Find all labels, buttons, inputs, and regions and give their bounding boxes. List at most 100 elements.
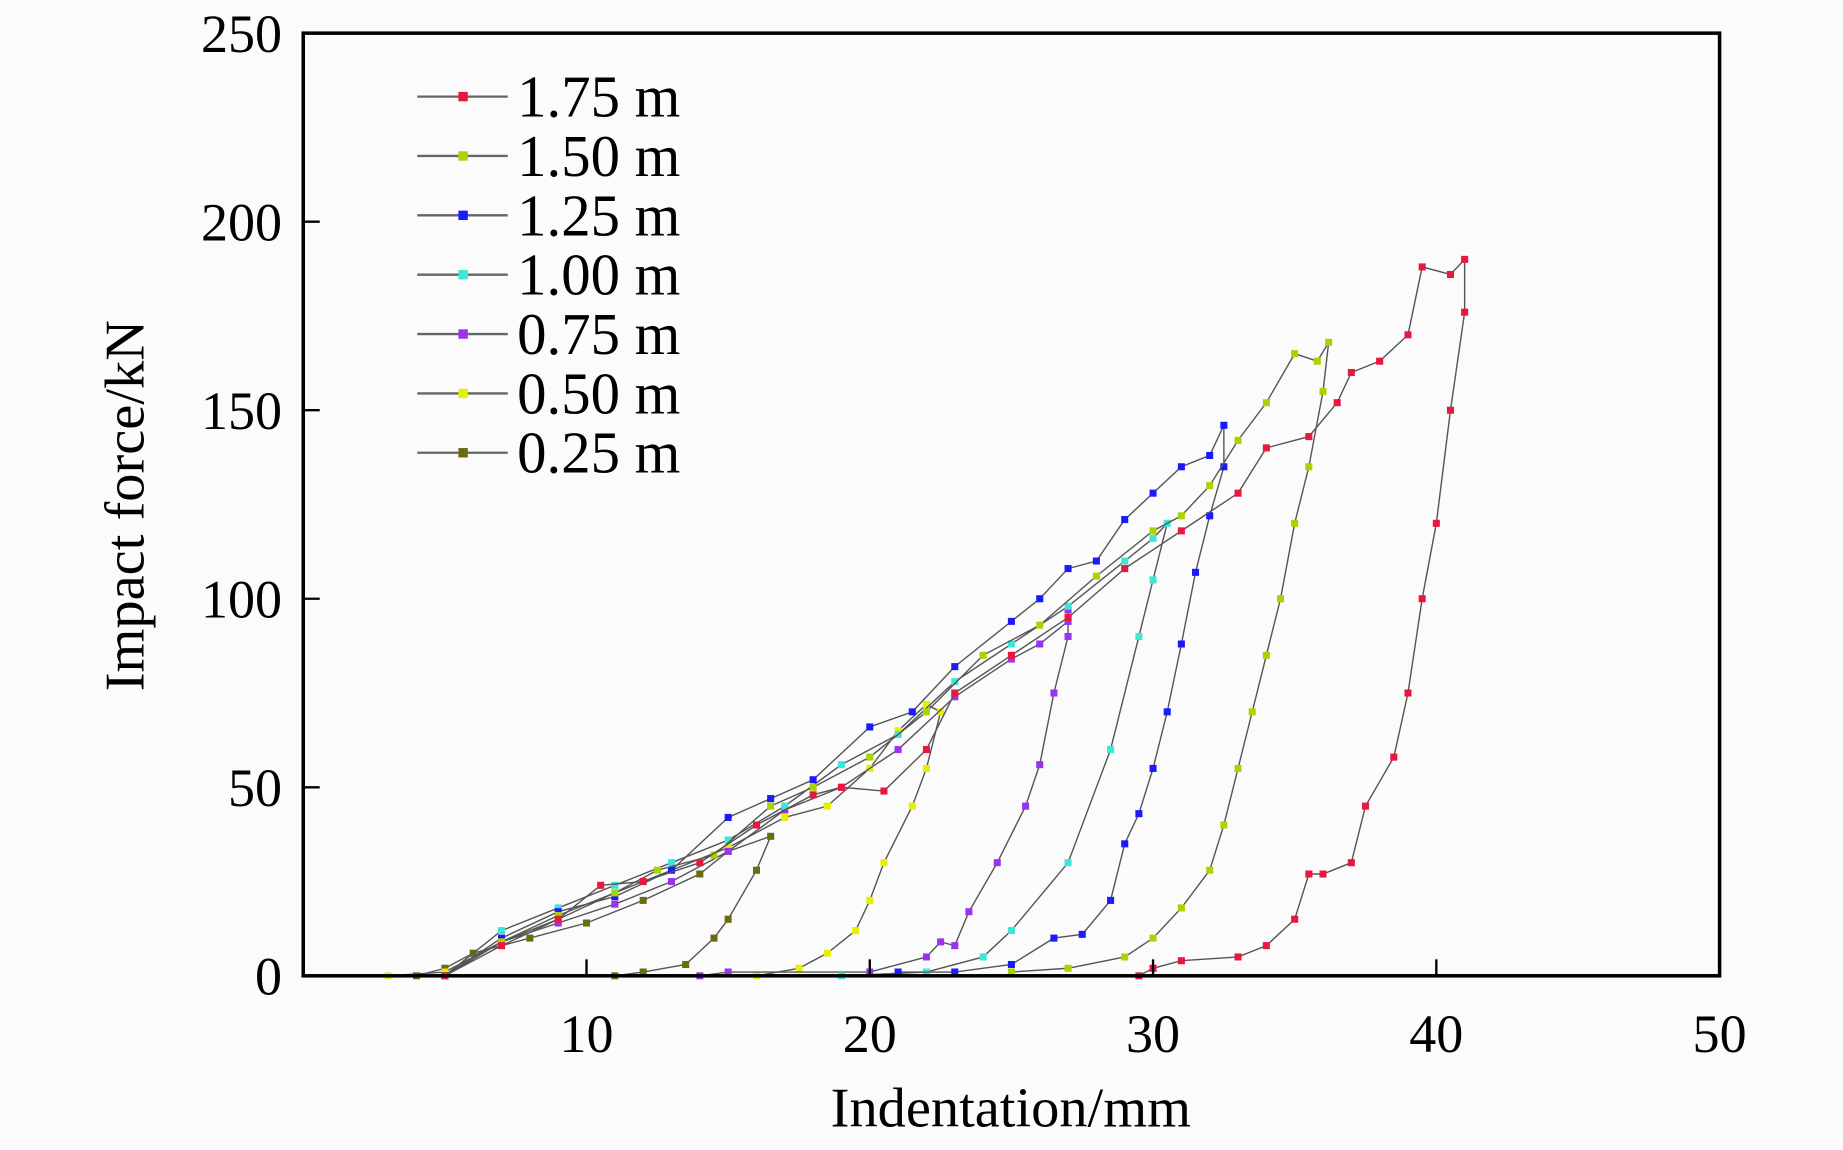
y-tick-label: 250 <box>201 4 282 64</box>
legend-item: 1.50 m <box>417 124 680 189</box>
data-point <box>852 927 860 935</box>
data-point <box>1177 527 1185 535</box>
data-point <box>922 746 930 754</box>
data-point <box>1390 753 1398 761</box>
data-point <box>937 938 945 946</box>
data-point <box>1177 463 1185 471</box>
data-point <box>724 847 732 855</box>
legend-marker <box>458 329 468 339</box>
data-point <box>1064 602 1072 610</box>
data-point <box>894 968 902 976</box>
data-point <box>1404 689 1412 697</box>
data-point <box>710 851 718 859</box>
y-axis-label: Impact force/kN <box>94 320 156 691</box>
data-point <box>965 908 973 916</box>
data-point <box>922 708 930 716</box>
data-point <box>837 761 845 769</box>
data-point <box>597 881 605 889</box>
legend-label: 1.25 m <box>517 183 680 248</box>
data-point <box>1220 821 1228 829</box>
data-point <box>724 968 732 976</box>
data-point <box>1220 421 1228 429</box>
data-point <box>1022 802 1030 810</box>
data-point <box>1092 572 1100 580</box>
legend-marker <box>458 269 468 280</box>
data-point <box>979 953 987 961</box>
data-point <box>611 889 619 897</box>
data-point <box>1234 953 1242 961</box>
data-point <box>767 832 775 840</box>
data-point <box>1064 964 1072 972</box>
legend-item: 0.25 m <box>417 421 680 486</box>
data-point <box>554 915 562 923</box>
legend-item: 0.75 m <box>417 302 680 367</box>
data-point <box>724 836 732 844</box>
data-point <box>1064 617 1072 625</box>
x-tick-label: 50 <box>1693 1004 1747 1064</box>
data-point <box>554 919 562 927</box>
data-point <box>1007 968 1015 976</box>
data-point <box>554 911 562 920</box>
series-1-25-m <box>441 421 1228 980</box>
data-point <box>1262 399 1270 407</box>
legend-item: 1.75 m <box>417 65 680 130</box>
data-point <box>1319 387 1327 395</box>
data-point <box>1107 746 1115 754</box>
data-point <box>1234 436 1242 444</box>
data-point <box>1149 934 1157 942</box>
y-tick-label: 0 <box>255 947 282 1007</box>
data-point <box>767 795 775 803</box>
data-point <box>1064 565 1072 573</box>
x-tick-label: 40 <box>1409 1004 1463 1064</box>
data-point <box>611 881 619 889</box>
data-point <box>1036 595 1044 603</box>
x-tick-label: 30 <box>1126 1004 1180 1064</box>
data-point <box>1262 444 1270 452</box>
data-point <box>1262 651 1270 659</box>
data-point <box>696 870 704 878</box>
data-point <box>1177 957 1185 965</box>
data-point <box>908 708 916 716</box>
data-point <box>809 783 817 791</box>
data-point <box>554 904 562 912</box>
data-point <box>1206 482 1214 490</box>
data-point <box>1461 308 1469 316</box>
series-1-75-m <box>441 255 1469 980</box>
data-point <box>1376 357 1384 365</box>
series-line <box>444 520 1169 977</box>
data-point <box>951 663 959 671</box>
legend-label: 0.25 m <box>517 421 680 486</box>
data-point <box>1121 840 1129 848</box>
y-tick-label: 50 <box>228 758 282 818</box>
x-tick-label: 10 <box>559 1004 613 1064</box>
data-point <box>1220 463 1228 471</box>
data-point <box>639 968 647 976</box>
data-point <box>1404 331 1412 339</box>
legend-label: 0.75 m <box>517 302 680 367</box>
series-0-50-m <box>384 700 945 980</box>
legend: 1.75 m1.50 m1.25 m1.00 m0.75 m0.50 m0.25… <box>417 65 680 486</box>
data-point <box>866 896 874 904</box>
data-point <box>1135 632 1143 640</box>
data-point <box>1050 934 1058 942</box>
data-point <box>894 746 902 754</box>
series-line <box>388 703 942 977</box>
data-point <box>1092 557 1100 565</box>
data-point <box>667 859 676 867</box>
data-point <box>922 764 930 772</box>
y-tick-label: 150 <box>201 381 282 441</box>
legend-marker <box>458 448 468 458</box>
data-point <box>1177 512 1185 520</box>
y-ticks: 0 50 100 150 200 250 <box>201 4 320 1007</box>
data-point <box>1234 489 1242 497</box>
series-1-00-m <box>441 519 1171 980</box>
data-point <box>1149 764 1157 772</box>
data-point <box>1361 802 1370 810</box>
data-point <box>809 776 817 784</box>
data-point <box>837 783 845 791</box>
data-point <box>1036 640 1044 648</box>
data-point <box>1007 651 1015 659</box>
data-point <box>1325 338 1333 346</box>
data-point <box>767 802 775 810</box>
